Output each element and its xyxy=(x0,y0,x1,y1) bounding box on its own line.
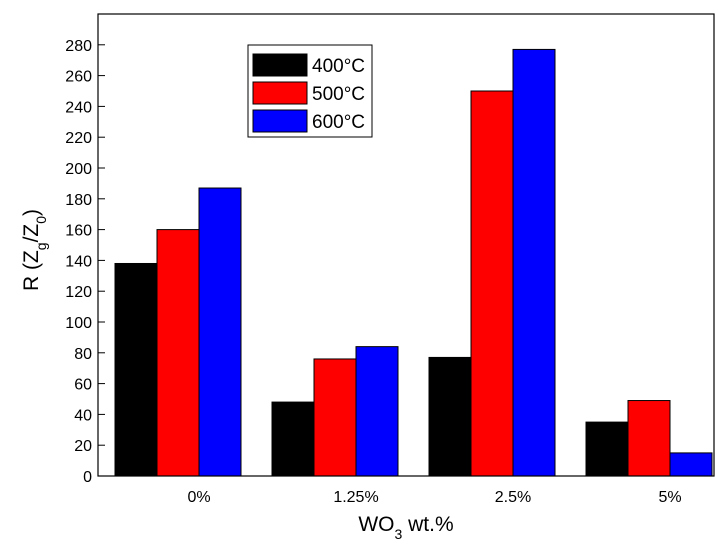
bar xyxy=(512,48,556,477)
bar xyxy=(156,229,200,477)
y-tick-label: 80 xyxy=(74,346,92,363)
y-tick-label: 220 xyxy=(65,130,92,147)
legend-swatch xyxy=(252,53,308,77)
y-tick-label: 40 xyxy=(74,407,92,424)
y-tick-label: 60 xyxy=(74,377,92,394)
y-axis-label-part: 0 xyxy=(33,216,49,224)
x-axis-label-part: WO xyxy=(358,513,394,536)
y-axis-label-part: /Z xyxy=(20,224,43,243)
y-tick-label: 180 xyxy=(65,192,92,209)
y-tick-label: 0 xyxy=(83,469,92,486)
y-tick-label: 200 xyxy=(65,161,92,178)
y-tick-label: 20 xyxy=(74,438,92,455)
legend-label: 400°C xyxy=(312,56,365,77)
legend-swatch xyxy=(252,81,308,105)
bar xyxy=(428,356,472,477)
y-axis-label-part: g xyxy=(33,242,49,250)
y-axis-label-part: R (Z xyxy=(20,250,43,291)
bar xyxy=(114,262,158,477)
bar xyxy=(313,358,357,477)
x-axis-label-part: wt.% xyxy=(402,513,453,536)
y-tick-label: 100 xyxy=(65,315,92,332)
y-tick-label: 160 xyxy=(65,223,92,240)
legend-swatch xyxy=(252,109,308,133)
bar xyxy=(470,90,514,477)
bar xyxy=(669,452,713,477)
x-tick-label: 5% xyxy=(658,489,681,506)
y-tick-label: 140 xyxy=(65,253,92,270)
bar xyxy=(198,187,242,477)
legend-label: 600°C xyxy=(312,112,365,133)
y-tick-label: 240 xyxy=(65,99,92,116)
plot-frame xyxy=(97,13,715,477)
y-tick-label: 120 xyxy=(65,284,92,301)
x-tick-label: 0% xyxy=(187,489,210,506)
legend-label: 500°C xyxy=(312,84,365,105)
x-tick-label: 2.5% xyxy=(495,489,531,506)
x-axis-label-part: 3 xyxy=(395,526,403,542)
x-axis-label: WO3 wt.% xyxy=(358,513,453,542)
x-tick-label: 1.25% xyxy=(333,489,378,506)
y-axis-label: R (Zg/Z0) xyxy=(20,209,49,291)
y-tick-label: 280 xyxy=(65,38,92,55)
y-axis-label-part: ) xyxy=(20,209,43,216)
bar xyxy=(627,400,671,477)
y-tick-label: 260 xyxy=(65,69,92,86)
bar xyxy=(271,401,315,477)
bar xyxy=(585,421,629,477)
bar xyxy=(355,346,399,477)
